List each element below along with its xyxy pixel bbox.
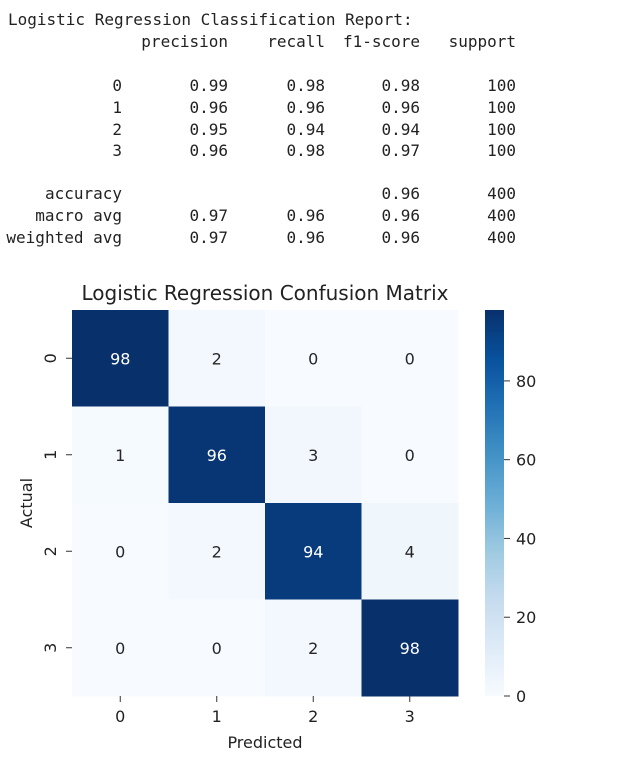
report-row-label: weighted avg	[6, 227, 122, 247]
report-cell-recall: 0.96	[286, 97, 325, 117]
cell-annotation: 0	[405, 446, 415, 465]
report-cell-precision: 0.97	[189, 227, 228, 247]
report-cell-precision: 0.96	[189, 141, 228, 161]
heatmap-cell	[168, 503, 266, 600]
report-cell-support: 400	[487, 184, 516, 203]
heatmap-cell	[265, 310, 362, 407]
report-cell-support: 400	[487, 205, 516, 225]
classification-report: Logistic Regression Classification Repor…	[0, 0, 641, 260]
colorbar	[485, 310, 504, 696]
x-tick-label: 1	[212, 707, 222, 726]
report-row-label: 2	[112, 119, 122, 139]
cell-annotation: 0	[115, 639, 125, 658]
confusion-matrix-figure: Logistic Regression Confusion Matrix 98 2 0…	[0, 270, 641, 781]
heatmap-cell	[265, 599, 362, 697]
report-column-header: f1-score	[342, 32, 420, 51]
colorbar-tick-label: 0	[516, 687, 526, 706]
report-row-label: accuracy	[44, 184, 122, 203]
report-cell-support: 100	[487, 76, 516, 95]
colorbar-tick-label: 20	[516, 608, 536, 627]
heatmap-cell	[265, 503, 362, 600]
report-cell-support: 100	[487, 97, 516, 117]
cell-annotation: 2	[212, 542, 222, 561]
cell-annotation: 0	[405, 349, 415, 368]
report-row-label: 1	[112, 97, 122, 117]
x-tick-label: 2	[308, 707, 318, 726]
colorbar-tick-label: 80	[516, 372, 536, 391]
report-cell-recall: 0.98	[286, 141, 325, 161]
y-tick-label: 3	[41, 643, 60, 653]
report-cell-support: 400	[487, 227, 516, 247]
report-cell-recall: 0.96	[286, 227, 325, 247]
heatmap-cell	[361, 503, 459, 600]
cell-annotation: 4	[405, 542, 415, 561]
report-cell-recall: 0.98	[286, 76, 325, 95]
y-axis-label: Actual	[17, 478, 36, 528]
heatmap-cell	[72, 406, 169, 504]
y-tick-label: 2	[41, 546, 60, 556]
cell-annotation: 96	[207, 446, 227, 465]
heatmap-cell	[265, 406, 362, 504]
report-cell-f1: 0.96	[381, 227, 420, 247]
report-column-header: support	[448, 32, 516, 51]
report-cell-precision: 0.99	[189, 76, 228, 95]
heatmap-cell	[72, 310, 169, 407]
heatmap-cell	[361, 406, 459, 504]
cell-annotation: 2	[308, 639, 318, 658]
report-cell-f1: 0.98	[381, 76, 420, 95]
heatmap-cell	[72, 599, 169, 697]
report-title: Logistic Regression Classification Repor…	[8, 10, 413, 29]
cell-annotation: 3	[308, 446, 318, 465]
x-tick-label: 0	[115, 707, 125, 726]
report-cell-support: 100	[487, 119, 516, 139]
report-row-label: macro avg	[35, 205, 122, 225]
cell-annotation: 2	[212, 349, 222, 368]
report-column-header: recall	[267, 32, 325, 51]
cell-annotation: 0	[308, 349, 318, 368]
cell-annotation: 98	[110, 349, 130, 368]
report-cell-precision: 0.95	[189, 119, 228, 139]
report-cell-support: 100	[487, 141, 516, 161]
y-tick-label: 0	[41, 353, 60, 363]
x-axis-label: Predicted	[227, 733, 302, 752]
heatmap-cell	[72, 503, 169, 600]
report-cell-f1: 0.97	[381, 141, 420, 161]
colorbar-tick-label: 60	[516, 451, 536, 470]
cell-annotation: 1	[115, 446, 125, 465]
report-cell-f1: 0.96	[381, 184, 420, 203]
report-cell-f1: 0.96	[381, 205, 420, 225]
x-tick-label: 3	[405, 707, 415, 726]
report-cell-precision: 0.96	[189, 97, 228, 117]
heatmap-cell	[361, 310, 459, 407]
cell-annotation: 0	[115, 542, 125, 561]
report-cell-f1: 0.96	[381, 97, 420, 117]
report-row-label: 3	[112, 141, 122, 161]
report-cell-recall: 0.96	[286, 205, 325, 225]
cell-annotation: 0	[212, 639, 222, 658]
y-tick-label: 1	[41, 450, 60, 460]
report-row-label: 0	[112, 76, 122, 95]
heatmap-cell	[168, 310, 266, 407]
heatmap-cell	[361, 599, 459, 697]
report-cell-f1: 0.94	[381, 119, 420, 139]
cell-annotation: 94	[303, 542, 323, 561]
heatmap-cell	[168, 406, 266, 504]
colorbar-tick-label: 40	[516, 529, 536, 548]
chart-title: Logistic Regression Confusion Matrix	[81, 281, 448, 305]
cell-annotation: 98	[400, 639, 420, 658]
report-cell-recall: 0.94	[286, 119, 325, 139]
report-cell-precision: 0.97	[189, 205, 228, 225]
heatmap-cell	[168, 599, 266, 697]
report-column-header: precision	[141, 32, 228, 51]
